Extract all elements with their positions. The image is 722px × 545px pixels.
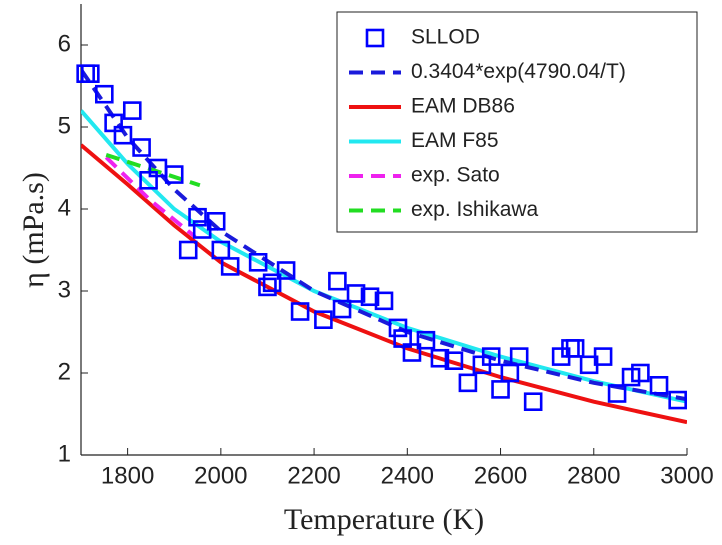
data-point <box>258 277 277 297</box>
y-tick-label: 6 <box>58 30 71 57</box>
data-point <box>328 271 347 291</box>
legend-marker <box>365 28 385 48</box>
data-line <box>104 155 197 239</box>
data-point <box>95 84 114 104</box>
y-tick-label: 3 <box>58 276 71 303</box>
data-point <box>593 347 613 366</box>
data-point <box>104 113 123 133</box>
data-point <box>631 363 650 383</box>
x-tick-label: 2800 <box>567 462 620 489</box>
x-tick-label: 2400 <box>381 462 434 489</box>
data-point <box>178 240 198 260</box>
data-point <box>509 347 529 366</box>
y-tick-label: 2 <box>58 358 71 385</box>
data-point <box>430 348 450 368</box>
x-tick-label: 2600 <box>474 462 527 489</box>
y-tick-label: 5 <box>58 112 71 139</box>
data-point <box>360 287 380 307</box>
y-tick-label: 4 <box>58 194 71 221</box>
data-point <box>248 253 268 272</box>
data-line <box>81 143 687 425</box>
data-point <box>607 384 627 403</box>
data-line <box>81 109 687 404</box>
y-tick-label: 1 <box>58 440 71 467</box>
legend-label: EAM DB86 <box>411 95 515 118</box>
data-point <box>132 138 151 157</box>
data-point <box>458 373 478 393</box>
data-point <box>668 390 687 410</box>
y-axis-label: η (mPa.s) <box>17 172 50 288</box>
data-point <box>565 339 585 358</box>
data-point <box>276 261 296 280</box>
legend-label: EAM F85 <box>411 129 499 152</box>
data-point <box>314 310 333 330</box>
x-axis-label: Temperature (K) <box>284 503 484 536</box>
data-point <box>481 347 501 366</box>
data-point <box>416 330 436 350</box>
data-point <box>290 302 310 321</box>
data-point <box>211 240 231 260</box>
data-point <box>393 329 412 348</box>
legend-label: exp. Ishikawa <box>411 198 539 221</box>
data-point <box>220 257 240 276</box>
data-point <box>388 318 408 338</box>
data-point <box>621 367 641 387</box>
legend-box <box>336 11 698 233</box>
data-point <box>164 165 184 184</box>
legend-label: SLLOD <box>411 26 480 49</box>
x-tick-label: 3000 <box>660 462 713 489</box>
data-point <box>346 284 366 303</box>
x-tick-label: 1800 <box>101 462 154 489</box>
data-point <box>206 212 226 231</box>
data-point <box>113 125 133 145</box>
data-point <box>491 380 510 399</box>
data-point <box>139 171 158 190</box>
data-point <box>81 64 100 83</box>
legend-label: exp. Sato <box>411 164 500 187</box>
data-point <box>332 299 352 319</box>
data-point <box>523 392 543 412</box>
data-line <box>105 152 201 188</box>
data-point <box>444 351 464 371</box>
x-tick-label: 2200 <box>287 462 340 489</box>
data-point <box>188 207 207 227</box>
data-point <box>649 375 669 395</box>
data-point <box>374 291 394 311</box>
legend-label: 0.3404*exp(4790.04/T) <box>411 60 626 83</box>
x-tick-label: 2000 <box>194 462 247 489</box>
data-point <box>500 363 520 383</box>
data-point <box>402 343 422 362</box>
data-point <box>122 101 142 120</box>
data-point <box>262 273 282 293</box>
